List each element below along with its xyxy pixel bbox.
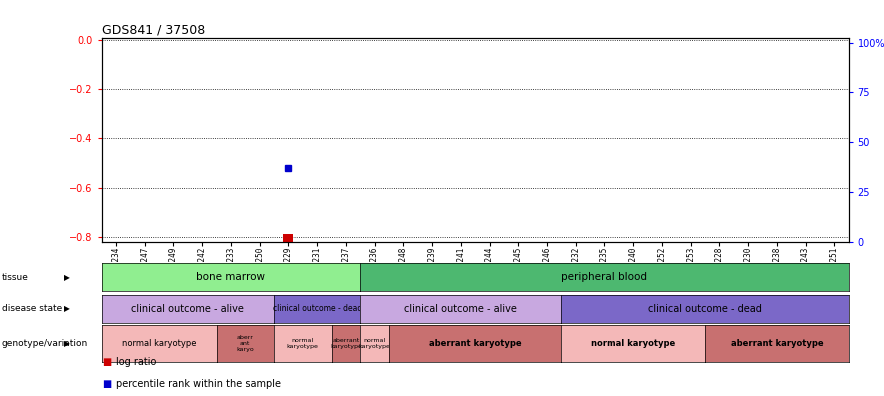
Text: percentile rank within the sample: percentile rank within the sample	[116, 379, 281, 389]
Text: ▶: ▶	[64, 305, 70, 313]
Text: normal karyotype: normal karyotype	[122, 339, 196, 348]
Text: aberrant karyotype: aberrant karyotype	[730, 339, 823, 348]
Text: ■: ■	[102, 357, 110, 367]
Text: aberrant karyotype: aberrant karyotype	[429, 339, 522, 348]
Text: ▶: ▶	[64, 339, 70, 348]
Text: genotype/variation: genotype/variation	[2, 339, 88, 348]
Bar	[284, 234, 293, 242]
Text: log ratio: log ratio	[116, 357, 156, 367]
Text: normal
karyotype: normal karyotype	[359, 338, 391, 349]
Text: ▶: ▶	[64, 273, 70, 282]
Text: ■: ■	[102, 379, 110, 389]
Text: tissue: tissue	[2, 273, 28, 282]
Text: clinical outcome - dead: clinical outcome - dead	[648, 304, 762, 314]
Text: normal karyotype: normal karyotype	[591, 339, 675, 348]
Text: clinical outcome - dead: clinical outcome - dead	[272, 305, 362, 313]
Text: clinical outcome - alive: clinical outcome - alive	[404, 304, 517, 314]
Text: GDS841 / 37508: GDS841 / 37508	[102, 23, 205, 36]
Text: peripheral blood: peripheral blood	[561, 272, 647, 282]
Text: normal
karyotype: normal karyotype	[286, 338, 319, 349]
Text: aberrant
karyotype: aberrant karyotype	[330, 338, 362, 349]
Text: disease state: disease state	[2, 305, 62, 313]
Text: bone marrow: bone marrow	[196, 272, 265, 282]
Text: clinical outcome - alive: clinical outcome - alive	[132, 304, 244, 314]
Text: aberr
ant
karyo: aberr ant karyo	[236, 335, 255, 352]
